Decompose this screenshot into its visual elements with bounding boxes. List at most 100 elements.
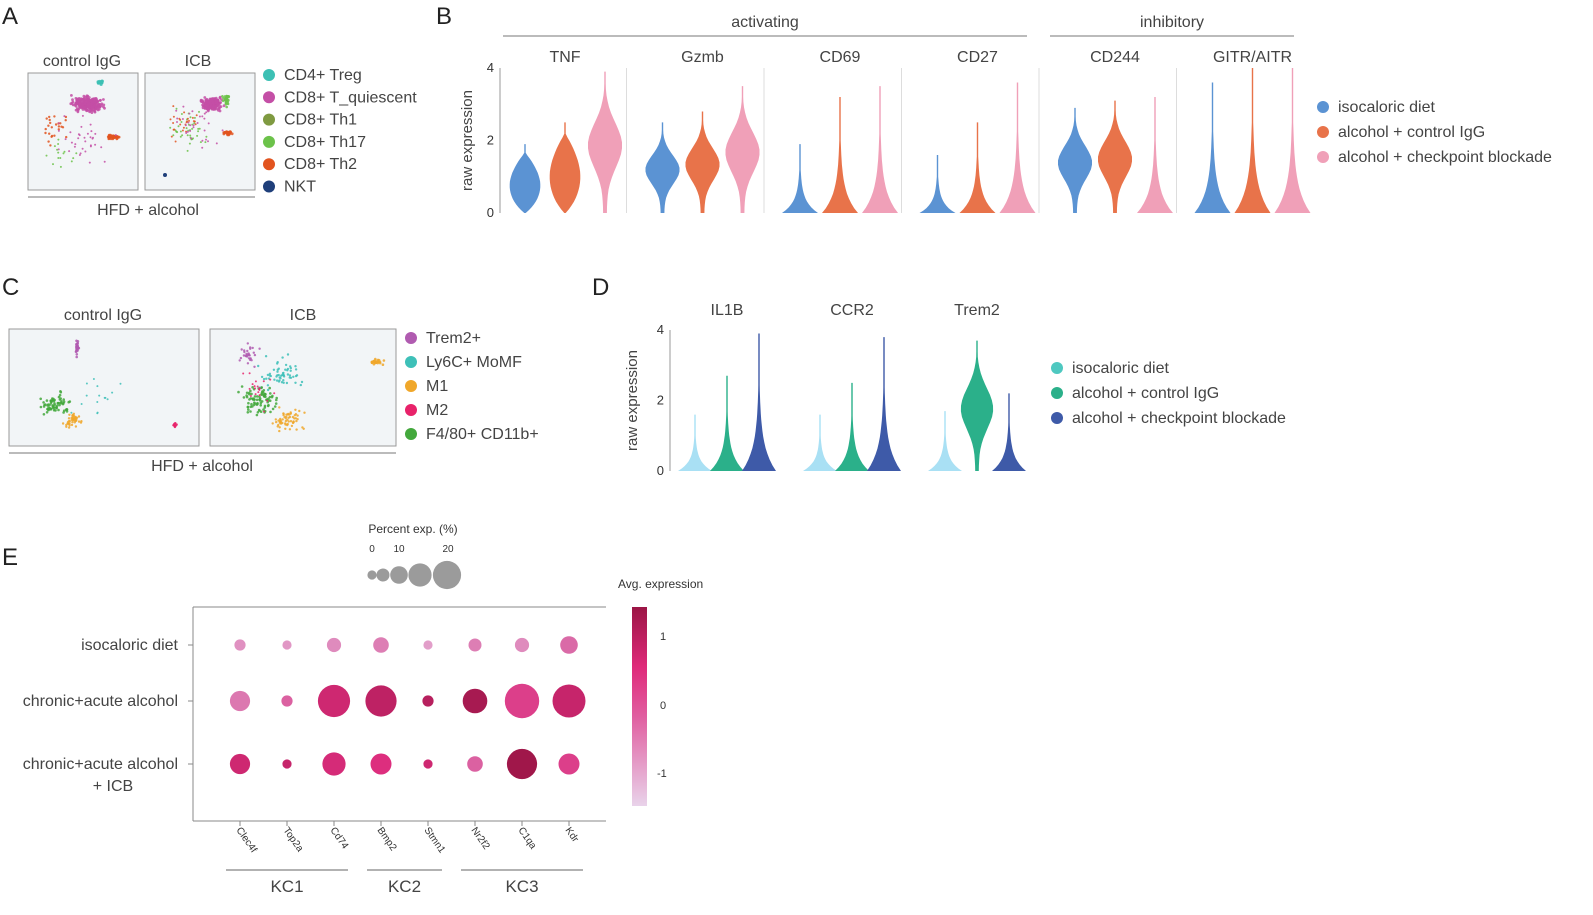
dot-chronic-acute-alcohol-kdr bbox=[552, 684, 586, 718]
umap-c-point-m1 bbox=[298, 409, 301, 413]
umap-c-point-m1 bbox=[277, 423, 280, 427]
umap-c-point-f480 bbox=[249, 389, 252, 393]
legend-b-label-alcohol-checkpoint-blockade: alcohol + checkpoint blockade bbox=[1338, 149, 1552, 166]
panel-letter-c: C bbox=[2, 274, 19, 301]
umap-a-point-th2 bbox=[60, 125, 63, 128]
umap-a-point-tquiescent bbox=[95, 99, 98, 102]
umap-a-point-th17 bbox=[177, 125, 180, 128]
umap-a-point-th2 bbox=[47, 140, 50, 143]
umap-c-point-f480 bbox=[275, 398, 278, 402]
umap-a-point-th17 bbox=[222, 96, 225, 100]
umap-c-point-f480 bbox=[253, 395, 257, 398]
panel-c-bracket-label: HFD + alcohol bbox=[151, 458, 253, 475]
umap-c-point-f480 bbox=[257, 408, 261, 412]
group-label-activating: activating bbox=[731, 14, 799, 31]
umap-c-point-m2 bbox=[253, 385, 256, 388]
y-tick-2: 2 bbox=[487, 133, 494, 148]
umap-c-point-ly6c bbox=[289, 369, 292, 372]
dot-chronic-acute-alcohol-icb-top2a bbox=[282, 759, 292, 769]
umap-c-point-trem2 bbox=[252, 351, 255, 354]
umap-c-point-f480 bbox=[39, 397, 42, 401]
umap-a-point-th2 bbox=[185, 121, 188, 124]
umap-c-point-m1 bbox=[289, 420, 293, 423]
umap-c-point-trem2 bbox=[75, 350, 78, 353]
umap-c-point-ly6c bbox=[275, 379, 279, 382]
umap-c-point-ly6c bbox=[264, 355, 268, 358]
umap-a-point-tquiescent bbox=[83, 136, 86, 139]
umap-a-point-tquiescent bbox=[189, 130, 192, 132]
umap-c-point-f480 bbox=[248, 392, 251, 396]
umap-c-point-trem2 bbox=[258, 347, 261, 350]
umap-a-point-tquiescent bbox=[94, 143, 97, 146]
umap-c-point-ly6c bbox=[80, 403, 83, 405]
umap-c-point-f480 bbox=[51, 404, 54, 407]
umap-a-point-tquiescent bbox=[84, 100, 88, 104]
umap-a-point-tquiescent bbox=[175, 109, 178, 112]
umap-a-point-tquiescent bbox=[182, 105, 185, 108]
umap-a-point-tquiescent bbox=[100, 146, 103, 149]
umap-a-point-th17 bbox=[192, 137, 194, 140]
size-legend-dot bbox=[408, 563, 432, 587]
umap-a-point-th2 bbox=[45, 117, 48, 120]
gene-label-gitr-aitr: GITR/AITR bbox=[1213, 49, 1292, 66]
umap-c-point-ly6c bbox=[300, 380, 304, 384]
umap-c-point-trem2 bbox=[75, 353, 79, 356]
umap-a-point-th17 bbox=[189, 134, 192, 137]
umap-c-point-m1 bbox=[381, 363, 385, 367]
dot-isocaloric-diet-c1qa bbox=[514, 637, 530, 653]
umap-c-point-ly6c bbox=[286, 373, 290, 376]
violin-gzmb-alcohol-checkpoint-blockade bbox=[725, 86, 760, 213]
umap-a-point-tquiescent bbox=[203, 129, 206, 132]
panel-b: activating inhibitory 0 2 4 raw expression T… bbox=[459, 14, 1552, 220]
legend-b-label-isocaloric-diet: isocaloric diet bbox=[1338, 99, 1435, 116]
dot-chronic-acute-alcohol-icb-kdr bbox=[558, 753, 580, 775]
umap-c-point-trem2 bbox=[249, 347, 252, 350]
umap-c-point-f480 bbox=[269, 392, 272, 395]
umap-a-point-tquiescent bbox=[64, 138, 67, 141]
umap-a-point-th2 bbox=[172, 122, 175, 124]
umap-c-point-f480 bbox=[67, 400, 70, 404]
dot-isocaloric-diet-nr2f2 bbox=[468, 638, 482, 652]
gene-label-gzmb: Gzmb bbox=[681, 49, 724, 66]
umap-a-point-tquiescent bbox=[103, 160, 106, 163]
umap-c-point-f480 bbox=[58, 403, 61, 407]
umap-a-point-tquiescent bbox=[84, 140, 87, 143]
umap-c-point-f480 bbox=[259, 404, 263, 407]
umap-a-point-tquiescent bbox=[98, 103, 102, 106]
umap-a-point-th2 bbox=[172, 105, 175, 108]
legend-a-label-nkt: NKT bbox=[284, 179, 316, 196]
panel-a: control IgG ICB HFD + alcohol CD4+ TregC… bbox=[27, 53, 417, 219]
umap-c-point-m1 bbox=[77, 420, 81, 423]
umap-a-point-th17 bbox=[179, 135, 182, 138]
umap-c-point-ly6c bbox=[257, 364, 260, 368]
umap-c-point-f480 bbox=[48, 406, 52, 410]
violin-gitr-aitr-alcohol-control-igg bbox=[1234, 68, 1271, 213]
umap-c-point-m1 bbox=[370, 361, 374, 365]
umap-c-point-trem2 bbox=[246, 342, 249, 345]
umap-c-point-f480 bbox=[62, 409, 66, 413]
size-legend-dots bbox=[367, 560, 462, 590]
umap-c-point-ly6c bbox=[98, 394, 101, 397]
umap-a-point-tquiescent bbox=[215, 142, 218, 145]
umap-c-point-trem2 bbox=[242, 354, 246, 357]
umap-c-point-trem2 bbox=[246, 349, 249, 353]
umap-a-point-th2 bbox=[50, 126, 53, 129]
umap-c-point-m1 bbox=[73, 421, 77, 424]
umap-a-point-th17 bbox=[63, 150, 66, 153]
umap-c-point-m2 bbox=[254, 393, 257, 396]
umap-c-point-m1 bbox=[286, 413, 290, 416]
umap-c-point-ly6c bbox=[268, 372, 272, 375]
umap-c-point-m1 bbox=[277, 419, 280, 422]
umap-a-point-th2 bbox=[49, 121, 52, 125]
umap-a-point-tquiescent bbox=[90, 111, 94, 114]
umap-c-point-ly6c bbox=[295, 374, 299, 377]
umap-a-point-th2 bbox=[179, 123, 182, 126]
umap-a-point-tquiescent bbox=[188, 112, 191, 115]
umap-a-point-th17 bbox=[180, 121, 183, 123]
violin-b: 0 2 4 raw expression TNF Gzmb CD69 CD27 CD244 GIT… bbox=[459, 49, 1311, 220]
umap-c-point-ly6c bbox=[284, 363, 288, 367]
size-legend-tick-10: 10 bbox=[393, 544, 405, 555]
umap-a-point-th2 bbox=[195, 114, 198, 117]
umap-a-point-tquiescent bbox=[205, 100, 209, 104]
